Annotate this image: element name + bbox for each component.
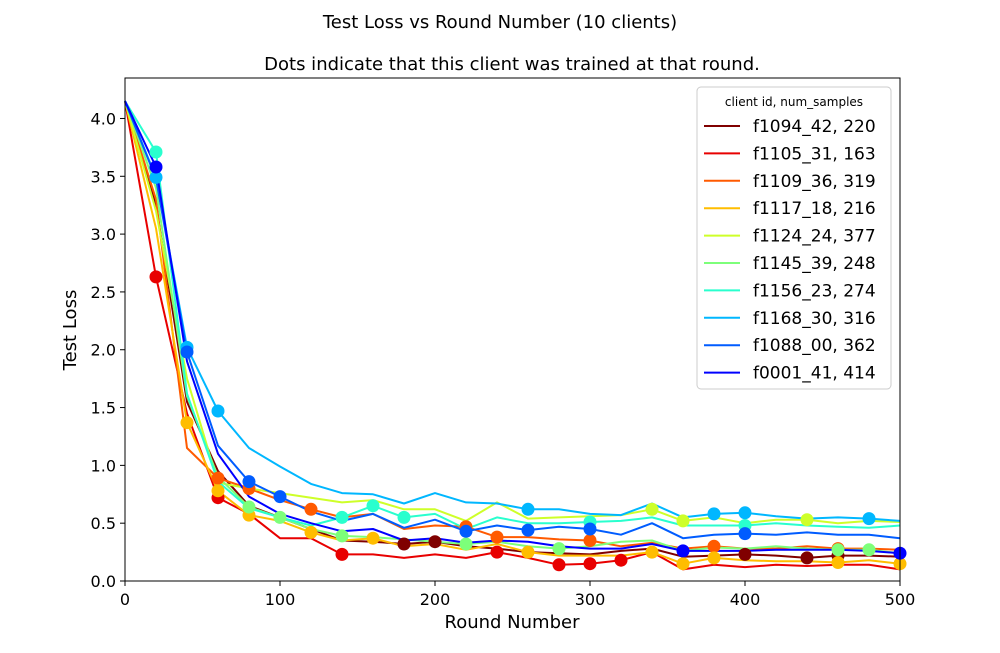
series-4-trained-dot bbox=[676, 514, 690, 528]
y-tick-label: 1.5 bbox=[91, 399, 116, 418]
series-1-trained-dot bbox=[614, 553, 628, 567]
series-6-trained-dot bbox=[366, 499, 380, 513]
series-3-trained-dot bbox=[180, 416, 194, 430]
y-axis: 0.0 0.5 1.0 1.5 2.0 2.5 3.0 3.5 4.0 bbox=[91, 109, 125, 591]
series-7-trained-dot bbox=[707, 507, 721, 521]
y-tick-label: 0.5 bbox=[91, 514, 116, 533]
legend-label-1: f1105_31, 163 bbox=[753, 144, 876, 164]
series-4-trained-dot bbox=[800, 513, 814, 527]
legend-items: f1094_42, 220 f1105_31, 163 f1109_36, 319 f… bbox=[704, 117, 876, 384]
series-1-trained-dot bbox=[490, 545, 504, 559]
series-6-trained-dot bbox=[335, 510, 349, 524]
x-axis: 0 100 200 300 400 500 bbox=[120, 581, 915, 609]
series-8-trained-dot bbox=[459, 524, 473, 538]
legend-label-7: f1168_30, 316 bbox=[753, 309, 876, 329]
y-tick-label: 3.5 bbox=[91, 167, 116, 186]
series-2-trained-dot bbox=[490, 530, 504, 544]
series-8-trained-dot bbox=[273, 490, 287, 504]
x-tick-label: 400 bbox=[730, 590, 761, 609]
x-tick-label: 0 bbox=[120, 590, 130, 609]
series-3-trained-dot bbox=[211, 484, 225, 498]
legend-label-4: f1124_24, 377 bbox=[753, 227, 876, 247]
series-1-trained-dot bbox=[335, 547, 349, 561]
series-9-trained-dot bbox=[676, 544, 690, 558]
legend-label-2: f1109_36, 319 bbox=[753, 172, 876, 192]
series-5-trained-dot bbox=[273, 510, 287, 524]
series-6-trained-dot bbox=[397, 510, 411, 524]
series-5-trained-dot bbox=[831, 543, 845, 557]
series-3-trained-dot bbox=[304, 525, 318, 539]
x-axis-label: Round Number bbox=[445, 612, 581, 633]
series-3-trained-dot bbox=[366, 531, 380, 545]
legend-title: client id, num_samples bbox=[725, 95, 863, 109]
series-2-trained-dot bbox=[211, 471, 225, 485]
series-7-trained-dot bbox=[862, 512, 876, 526]
y-tick-label: 2.5 bbox=[91, 283, 116, 302]
series-8-trained-dot bbox=[180, 345, 194, 359]
series-4-trained-dot bbox=[645, 502, 659, 516]
series-7-trained-dot bbox=[738, 506, 752, 520]
series-3-trained-dot bbox=[521, 545, 535, 559]
series-9-trained-dot bbox=[149, 160, 163, 174]
series-1-trained-dot bbox=[552, 558, 566, 572]
series-line-7 bbox=[124, 100, 901, 522]
series-1-trained-dot bbox=[583, 557, 597, 571]
legend-label-5: f1145_39, 248 bbox=[753, 254, 876, 274]
y-tick-label: 1.0 bbox=[91, 456, 116, 475]
series-3-trained-dot bbox=[831, 556, 845, 569]
series-3-trained-dot bbox=[707, 551, 721, 565]
y-tick-label: 2.0 bbox=[91, 341, 116, 360]
chart-title: Dots indicate that this client was train… bbox=[264, 54, 760, 75]
y-tick-label: 0.0 bbox=[91, 572, 116, 591]
series-0-trained-dot bbox=[800, 551, 814, 565]
series-0-trained-dot bbox=[738, 547, 752, 561]
series-5-trained-dot bbox=[335, 529, 349, 543]
y-tick-label: 3.0 bbox=[91, 225, 116, 244]
series-6-trained-dot bbox=[149, 145, 163, 159]
series-3-trained-dot bbox=[645, 545, 659, 559]
series-5-trained-dot bbox=[552, 542, 566, 556]
series-3-trained-dot bbox=[676, 557, 690, 571]
y-tick-label: 4.0 bbox=[91, 109, 116, 128]
series-8-trained-dot bbox=[521, 523, 535, 537]
series-0-trained-dot bbox=[397, 537, 411, 551]
series-0-trained-dot bbox=[428, 535, 442, 549]
series-7-trained-dot bbox=[521, 502, 535, 516]
x-tick-label: 200 bbox=[420, 590, 451, 609]
series-2-trained-dot bbox=[304, 502, 318, 516]
series-2-trained-dot bbox=[707, 539, 721, 553]
y-axis-label: Test Loss bbox=[60, 290, 81, 372]
x-tick-label: 500 bbox=[885, 590, 916, 609]
series-8-trained-dot bbox=[738, 527, 752, 541]
series-8-trained-dot bbox=[583, 522, 597, 536]
legend-box bbox=[696, 86, 892, 390]
legend-label-8: f1088_00, 362 bbox=[753, 336, 876, 356]
legend-label-0: f1094_42, 220 bbox=[753, 117, 876, 137]
plot-area-frame bbox=[124, 77, 901, 582]
legend: client id, num_samples f1094_42, 220 f110… bbox=[696, 86, 892, 390]
figure-suptitle: Test Loss vs Round Number (10 clients) bbox=[322, 12, 677, 33]
x-tick-label: 300 bbox=[575, 590, 606, 609]
legend-label-6: f1156_23, 274 bbox=[753, 281, 876, 301]
series-5-trained-dot bbox=[459, 537, 473, 551]
series-1-trained-dot bbox=[149, 270, 163, 284]
series-8-trained-dot bbox=[242, 475, 256, 489]
series-7-trained-dot bbox=[149, 170, 163, 184]
series-5-trained-dot bbox=[862, 543, 876, 557]
series-5-trained-dot bbox=[242, 500, 256, 514]
legend-label-9: f0001_41, 414 bbox=[753, 364, 876, 384]
series-2-trained-dot bbox=[583, 534, 597, 547]
legend-label-3: f1117_18, 216 bbox=[753, 199, 876, 219]
series-line-9 bbox=[124, 100, 901, 555]
x-tick-label: 100 bbox=[265, 590, 296, 609]
series-7-trained-dot bbox=[211, 404, 225, 418]
